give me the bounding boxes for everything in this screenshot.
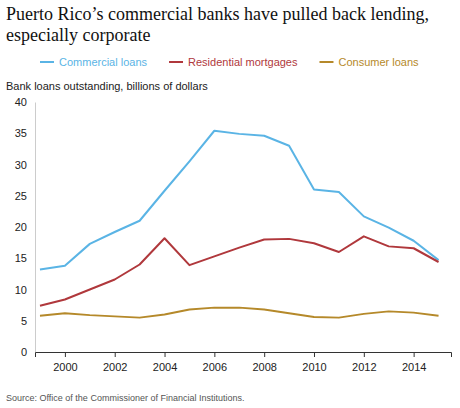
x-tick: 2006: [203, 352, 227, 373]
y-tick: 10: [15, 284, 35, 296]
y-tick-label: 15: [15, 252, 27, 264]
x-tick: 2004: [153, 352, 177, 373]
y-tick: 0: [21, 346, 35, 358]
legend: Commercial loans Residential mortgages Con…: [40, 56, 419, 68]
y-tick: 15: [15, 252, 35, 264]
x-tick-label: 2002: [103, 361, 127, 373]
y-tick: 35: [15, 127, 35, 139]
legend-item: Commercial loans: [40, 56, 148, 68]
x-tick-label: 2012: [352, 361, 376, 373]
y-tick: 30: [15, 159, 35, 171]
legend-label: Residential mortgages: [188, 56, 298, 68]
y-tick: 5: [21, 315, 35, 327]
legend-item: Consumer loans: [319, 56, 419, 68]
x-tick: 2002: [103, 352, 127, 373]
series-line: [40, 308, 439, 318]
legend-swatch: [319, 61, 333, 63]
legend-swatch: [169, 61, 183, 63]
x-tick-mark: [115, 352, 116, 357]
y-tick: 25: [15, 190, 35, 202]
y-tick-label: 5: [21, 315, 27, 327]
x-tick-label: 2010: [302, 361, 326, 373]
x-tick-mark: [65, 352, 66, 357]
legend-label: Consumer loans: [338, 56, 419, 68]
source: Source: Office of the Commissioner of Fi…: [6, 393, 244, 403]
y-tick: 20: [15, 221, 35, 233]
series-line: [40, 131, 439, 270]
x-axis: 2000 2002 2004 2006 2008 2010 2012 2014: [36, 352, 452, 373]
y-axis-label: Bank loans outstanding, billions of doll…: [6, 80, 208, 92]
x-tick-label: 2008: [252, 361, 276, 373]
x-tick-label: 2004: [153, 361, 177, 373]
x-tick: 2000: [53, 352, 77, 373]
y-tick-label: 40: [15, 96, 27, 108]
y-tick-label: 30: [15, 159, 27, 171]
x-tick: 2010: [302, 352, 326, 373]
y-tick: 40: [15, 96, 35, 108]
chart: Puerto Rico’s commercial banks have pull…: [0, 0, 460, 408]
legend-item: Residential mortgages: [169, 56, 298, 68]
x-tick: 2008: [252, 352, 276, 373]
y-tick-label: 10: [15, 284, 27, 296]
x-tick-mark: [314, 352, 315, 357]
x-tick-mark: [364, 352, 365, 357]
legend-label: Commercial loans: [59, 56, 148, 68]
x-tick: 2012: [352, 352, 376, 373]
y-axis-line: [35, 103, 36, 353]
y-tick-label: 0: [21, 346, 27, 358]
x-tick-mark: [414, 352, 415, 357]
x-tick-mark: [165, 352, 166, 357]
x-tick-label: 2000: [53, 361, 77, 373]
x-tick-label: 2014: [402, 361, 426, 373]
series-line: [40, 236, 439, 305]
y-tick-label: 35: [15, 127, 27, 139]
title: Puerto Rico’s commercial banks have pull…: [6, 4, 429, 45]
x-tick: 2014: [402, 352, 426, 373]
x-axis-line: [36, 353, 452, 358]
lines: [40, 131, 439, 318]
x-tick-mark: [264, 352, 265, 357]
y-tick-label: 25: [15, 190, 27, 202]
y-axis: 0 5 10 15 20 25 30 35 40: [15, 96, 36, 358]
x-tick-mark: [214, 352, 215, 357]
legend-swatch: [40, 61, 54, 63]
x-tick-label: 2006: [203, 361, 227, 373]
y-tick-label: 20: [15, 221, 27, 233]
